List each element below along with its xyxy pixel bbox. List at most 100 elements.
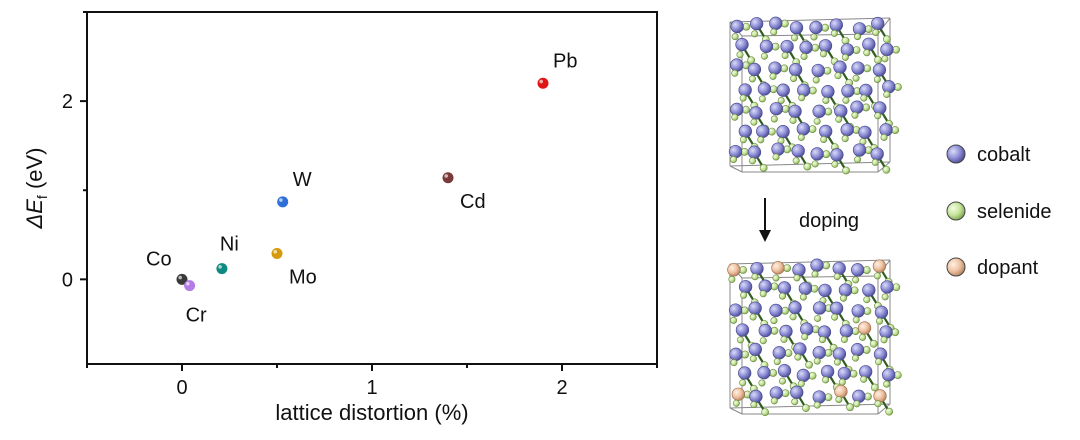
selenide-atom [803,162,812,171]
cobalt-atom [817,325,832,339]
selenide-atom [851,111,859,119]
legend-cobalt-label: cobalt [977,144,1031,166]
unit-cell-edge [729,403,891,409]
selenide-atom [812,76,820,84]
cobalt-atom [819,124,833,139]
cobalt-atom [756,124,770,138]
cobalt-atom [757,366,771,380]
cobalt-atom [840,43,855,57]
cobalt-atom [821,85,835,99]
cobalt-atom [779,324,793,339]
selenide-atom [822,96,830,104]
cobalt-atom [738,124,753,138]
selenide-atom [833,273,841,281]
selenide-atom [841,135,849,143]
point-marker [537,77,549,89]
point-highlight [186,281,190,286]
selenide-atom [769,72,777,80]
point-marker [277,196,289,208]
cobalt-atom [871,16,885,31]
cobalt-atom [735,37,749,52]
data-point-ni: Ni [216,234,239,275]
cobalt-atom [832,261,846,275]
selenide-atom [822,376,830,384]
selenide-atom [880,133,888,141]
selenide-atom [891,328,900,337]
cobalt-atom [758,323,772,338]
scatter-plot: 0 1 2 0 2 Co Cr Ni Mo W Cd Pb lattice distortion (… [22,11,658,425]
cobalt-atom [776,125,790,139]
cobalt-atom [881,368,896,382]
selenide-atom [732,399,740,407]
selenide-atom [778,292,786,300]
selenide-atom [813,401,821,409]
selenide-atom [862,266,871,274]
selenide-atom [835,115,843,123]
selenide-atom [769,85,778,94]
cobalt-atom [858,125,872,140]
cobalt-atom [859,365,873,379]
crystal-structure-doped [727,258,902,417]
crystal-structure-pristine [728,16,902,175]
selenide-atom [739,136,747,144]
cobalt-atom [818,39,833,53]
selenide-atom [850,286,859,295]
selenide-atom [852,46,861,55]
cobalt-atom [791,144,805,158]
cobalt-atom [768,61,782,75]
cobalt-atom [748,301,762,315]
cobalt-atom [809,20,823,35]
data-point-pb: Pb [537,50,577,89]
selenide-atom [821,23,830,32]
selenide-atom [811,43,820,52]
selenide-atom [891,126,900,134]
selenide-atom [757,136,765,144]
selenide-atom [798,94,806,102]
cobalt-atom [880,42,894,57]
point-marker [184,280,196,292]
selenide-atom [730,359,738,367]
cobalt-atom [750,261,764,276]
unit-cell-edge [741,275,879,279]
selenide-atom [739,266,747,274]
selenide-atom [860,94,868,102]
cobalt-atom [870,147,884,161]
selenide-atom [813,117,821,125]
selenide-atom [780,64,789,73]
selenide-atom [872,28,880,36]
cobalt-atom [738,366,752,380]
cobalt-atom [879,325,893,339]
selenide-atom [849,369,858,378]
selenide-atom [885,407,894,416]
cobalt-atom [759,39,774,54]
selenide-atom [805,360,813,369]
cobalt-atom [879,123,893,137]
selenide-atom [830,29,838,37]
cobalt-atom [852,143,867,157]
selenide-atom [758,379,766,387]
selenide-atom [824,107,833,116]
selenide-atom [748,157,756,165]
cobalt-atom [749,389,763,404]
cobalt-atom [729,347,743,361]
selenide-atom [784,349,793,357]
cobalt-atom [852,22,867,36]
unit-cell-edge [877,17,891,35]
point-highlight [178,275,182,280]
selenide-atom [892,283,901,292]
selenide-atom [739,94,747,102]
selenide-atom [831,313,839,321]
selenide-atom [840,336,848,344]
unit-cell-edge [729,407,743,415]
cobalt-atom [812,104,826,118]
cobalt-atom [796,368,811,383]
selenide-atom [791,398,799,406]
cobalt-atom [851,263,865,277]
cobalt-atom [777,364,792,378]
cobalt-atom [830,148,844,162]
selenide-atom [742,105,750,114]
cobalt-atom [820,364,835,379]
selenide-atom [750,118,758,126]
cobalt-atom [772,346,786,360]
selenide-atom [863,49,871,57]
